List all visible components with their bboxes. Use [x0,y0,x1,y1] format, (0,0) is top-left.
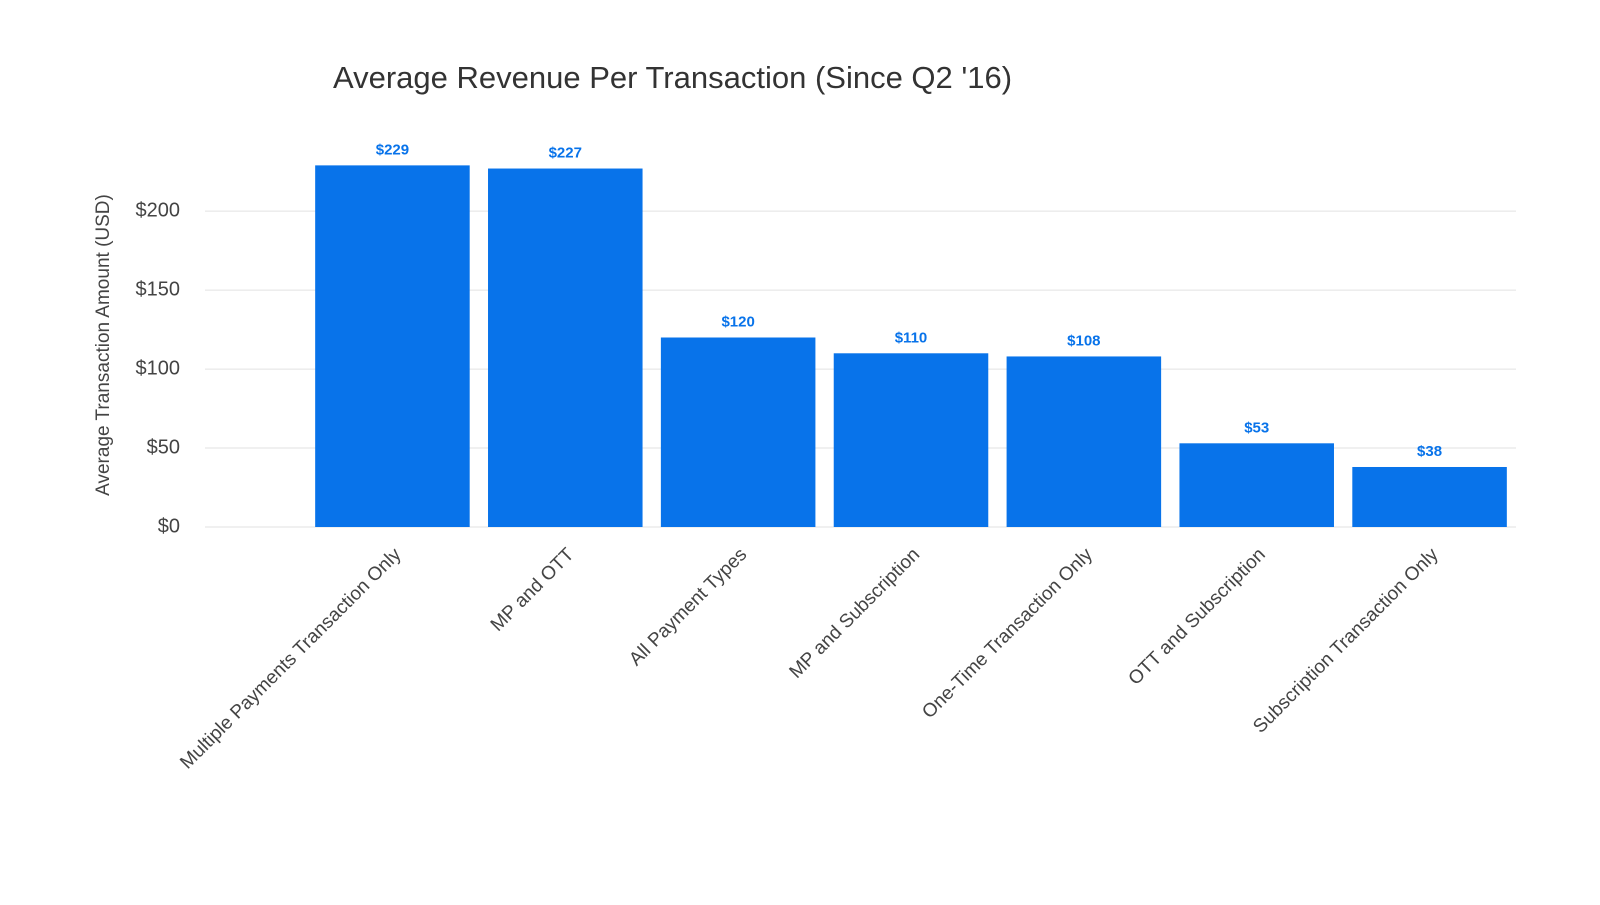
value-label: $38 [1417,443,1442,460]
y-tick-label: $0 [158,515,180,537]
value-label: $53 [1244,419,1269,436]
chart-title: Average Revenue Per Transaction (Since Q… [333,60,1012,95]
y-axis-title: Average Transaction Amount (USD) [93,194,114,496]
y-tick-label: $150 [136,278,181,300]
bar [315,165,470,527]
bar [833,353,989,527]
x-tick-label: MP and Subscription [786,544,925,683]
x-tick-label: OTT and Subscription [1125,544,1270,689]
value-label: $108 [1067,332,1100,349]
value-label: $229 [376,141,409,158]
x-tick-label: MP and OTT [487,544,579,636]
y-tick-label: $100 [136,357,181,379]
bar [1179,443,1334,527]
value-label: $120 [721,313,754,330]
bar [1006,356,1162,527]
bar [1352,466,1507,527]
x-tick-label: Multiple Payments Transaction Only [176,544,406,774]
y-tick-label: $50 [147,436,180,458]
bar [660,337,816,527]
x-tick-label: Subscription Transaction Only [1249,544,1443,738]
x-tick-label: One-Time Transaction Only [918,544,1097,723]
y-tick-label: $200 [136,199,181,221]
value-label: $110 [895,329,928,346]
value-label: $227 [549,144,582,161]
x-tick-label: All Payment Types [625,544,751,670]
bar [488,168,643,527]
